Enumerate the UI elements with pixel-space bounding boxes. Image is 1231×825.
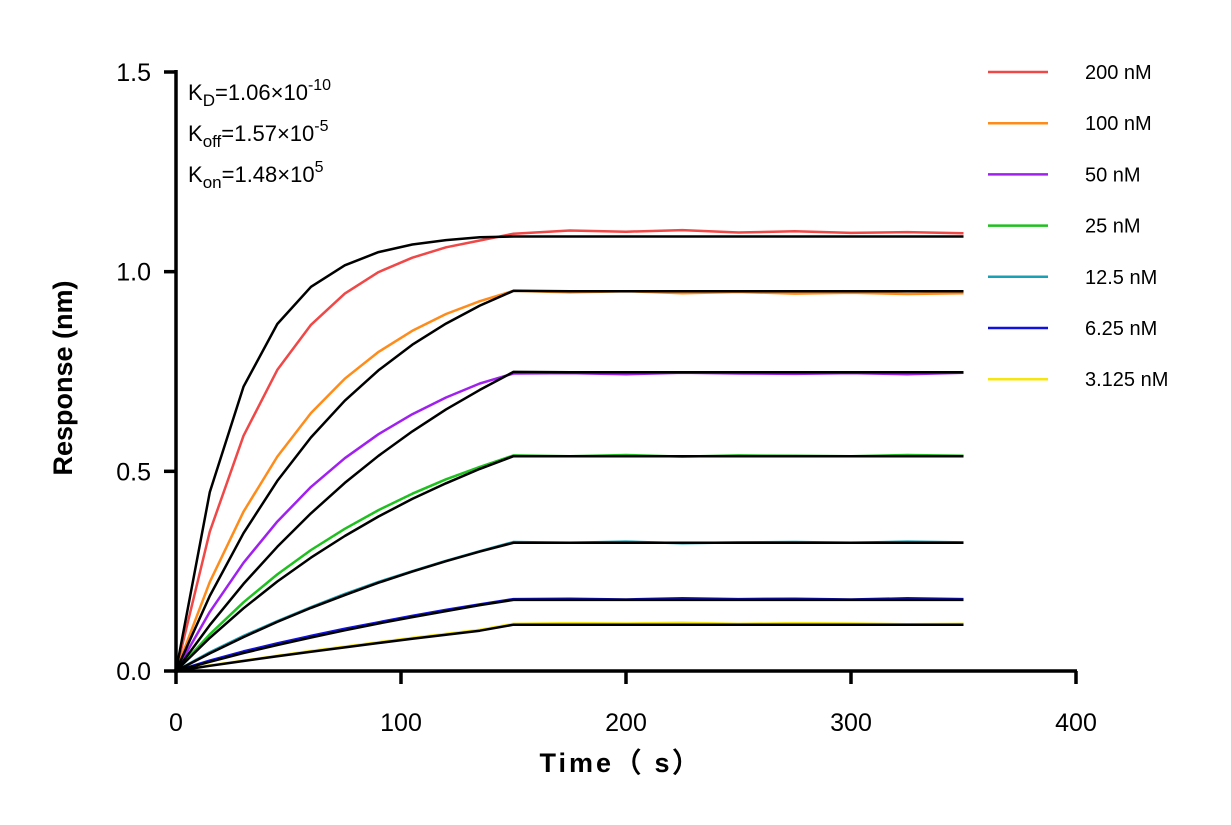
fit-line-3-125-nm bbox=[175, 623, 964, 673]
y-tick-label: 1.0 bbox=[116, 259, 151, 287]
series-line-6-25-nm bbox=[175, 597, 964, 673]
x-axis-title: Time（ s） bbox=[539, 748, 702, 778]
kinetic-constant-on: Kon=1.48×105 bbox=[188, 159, 324, 192]
kinetic-constant-off: Koff=1.57×10-5 bbox=[188, 118, 329, 151]
y-tick-label: 0.0 bbox=[116, 658, 151, 686]
constant-value: =1.06×10 bbox=[215, 80, 308, 105]
legend-label: 6.25 nM bbox=[1085, 318, 1157, 340]
y-tick-label: 1.5 bbox=[116, 59, 151, 87]
constant-symbol: K bbox=[188, 121, 203, 146]
series-line-3-125-nm bbox=[175, 621, 964, 673]
y-tick-label: 0.5 bbox=[116, 458, 151, 486]
constant-exponent: 5 bbox=[315, 159, 324, 176]
legend-label: 12.5 nM bbox=[1085, 267, 1157, 289]
constant-subscript: D bbox=[203, 91, 215, 110]
series-line-50-nm bbox=[174, 371, 964, 672]
kinetic-constant-d: KD=1.06×10-10 bbox=[188, 77, 331, 110]
y-axis-title: Response (nm) bbox=[48, 280, 78, 475]
series-line-100-nm bbox=[174, 289, 964, 672]
fit-line-200-nm bbox=[174, 235, 964, 672]
axis-ticks: 0 100 200 300 400 0.0 0.5 1.0 1.5 bbox=[116, 59, 1097, 737]
series-line-200-nm bbox=[174, 228, 964, 672]
constant-subscript: off bbox=[203, 132, 222, 151]
fit-line-100-nm bbox=[174, 289, 964, 672]
x-tick-label: 200 bbox=[605, 709, 647, 737]
constant-exponent: -5 bbox=[314, 118, 328, 135]
fit-line-6-25-nm bbox=[175, 598, 964, 673]
fit-line-50-nm bbox=[174, 370, 964, 672]
legend-label: 100 nM bbox=[1085, 113, 1152, 135]
legend-label: 3.125 nM bbox=[1085, 369, 1168, 391]
fit-line-12-5-nm bbox=[175, 541, 964, 673]
x-tick-label: 400 bbox=[1055, 709, 1097, 737]
legend: 200 nM 100 nM 50 nM 25 nM 12.5 nM 6.25 nM 3.12… bbox=[988, 62, 1168, 391]
constant-subscript: on bbox=[203, 173, 222, 192]
legend-label: 25 nM bbox=[1085, 216, 1141, 238]
fit-line-25-nm bbox=[175, 454, 964, 672]
plot-lines bbox=[174, 228, 964, 673]
x-tick-label: 300 bbox=[830, 709, 872, 737]
constant-value: =1.48×10 bbox=[222, 162, 315, 187]
constant-value: =1.57×10 bbox=[221, 121, 314, 146]
legend-label: 50 nM bbox=[1085, 164, 1141, 186]
constant-exponent: -10 bbox=[308, 77, 331, 94]
legend-label: 200 nM bbox=[1085, 62, 1152, 84]
constant-symbol: K bbox=[188, 162, 203, 187]
x-tick-label: 100 bbox=[380, 709, 422, 737]
constant-symbol: K bbox=[188, 80, 203, 105]
x-tick-label: 0 bbox=[169, 709, 183, 737]
